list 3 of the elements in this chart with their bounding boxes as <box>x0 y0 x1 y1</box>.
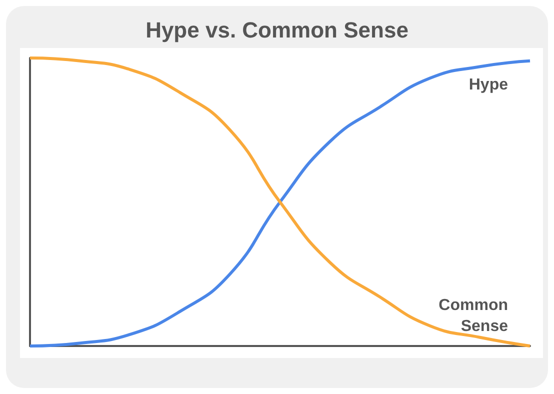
chart-title: Hype vs. Common Sense <box>146 18 408 42</box>
series-label: Common Sense <box>438 297 508 335</box>
series-label: Hype <box>468 76 508 94</box>
